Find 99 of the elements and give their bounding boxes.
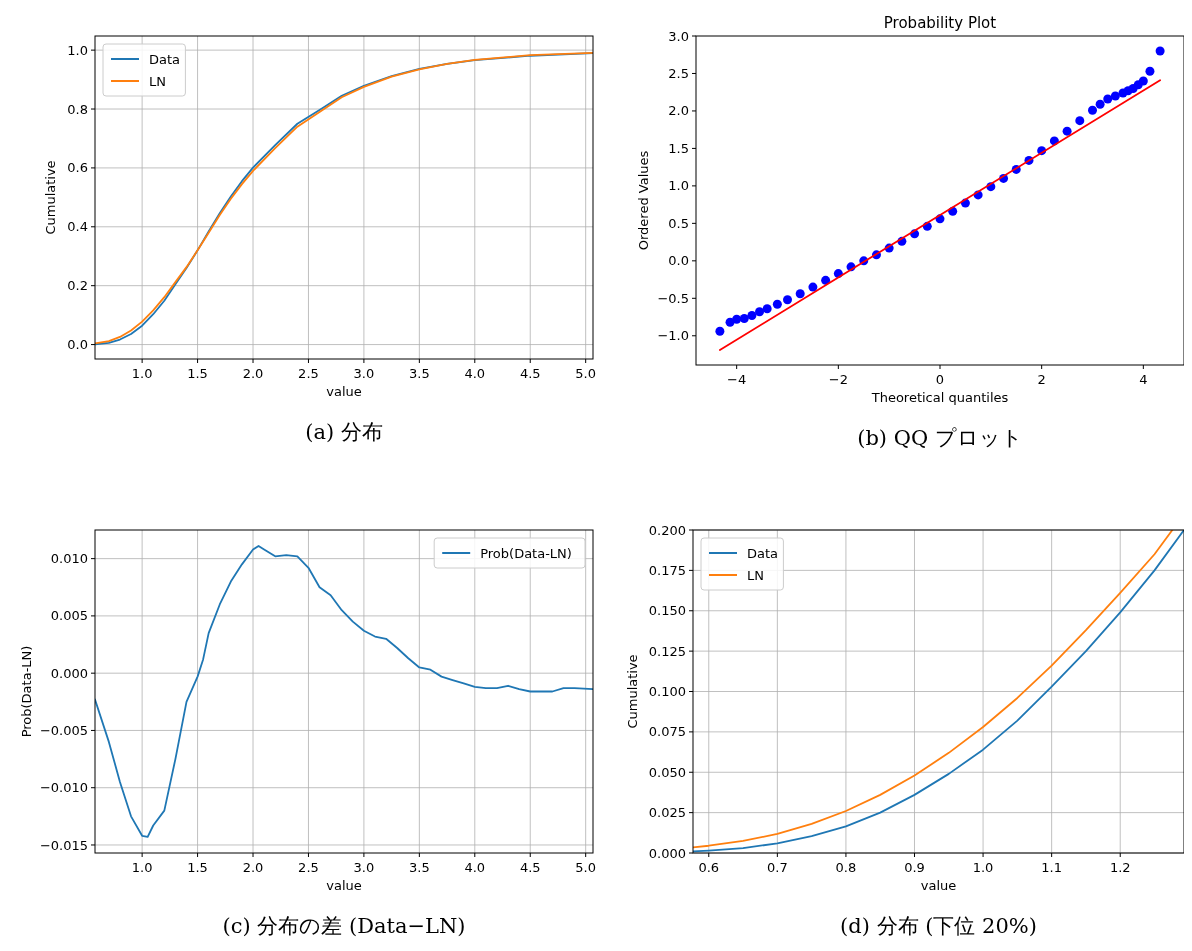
x-tick-label: 2 <box>1037 372 1046 387</box>
y-tick-label: 0.8 <box>67 101 88 117</box>
point <box>1110 91 1120 101</box>
point <box>1138 76 1148 86</box>
x-tick-label: 0 <box>935 372 945 387</box>
y-tick-label: 0.0 <box>67 337 88 353</box>
x-tick-label: 4 <box>1139 372 1148 387</box>
y-tick-label: 0.075 <box>648 724 686 740</box>
y-tick-label: 0.175 <box>648 562 686 578</box>
y-tick-label: 0.5 <box>668 215 689 231</box>
point <box>732 314 742 324</box>
x-tick-label: 4.0 <box>464 860 486 875</box>
x-tick-label: 1.0 <box>131 366 153 381</box>
legend-label: Data <box>747 545 779 561</box>
y-tick-label: 1.0 <box>67 42 88 58</box>
y-tick-label: −0.5 <box>657 290 689 306</box>
y-tick-label: 0.005 <box>50 608 88 624</box>
x-tick-label: −2 <box>828 372 848 387</box>
y-tick-label: 0.0 <box>668 253 689 269</box>
x-tick-label: 0.8 <box>835 860 857 875</box>
y-tick-label: 0.050 <box>648 764 686 780</box>
point <box>1095 99 1105 109</box>
y-tick-label: 0.010 <box>50 551 88 567</box>
y-tick-label: −0.015 <box>39 837 88 853</box>
x-tick-label: 4.0 <box>464 366 486 381</box>
legend-label: LN <box>149 73 166 89</box>
point <box>747 311 757 321</box>
legend-label: Prob(Data-LN) <box>480 545 572 561</box>
point <box>1145 66 1155 76</box>
point <box>808 282 818 292</box>
point <box>715 326 725 336</box>
text: (b) QQ プロット <box>857 426 1023 450</box>
point <box>1103 94 1113 104</box>
y-tick-label: 0.2 <box>67 278 88 294</box>
y-tick-label: 1.5 <box>668 140 689 156</box>
x-tick-label: 3.5 <box>409 860 430 875</box>
x-tick-label: 5.0 <box>575 366 597 381</box>
x-tick-label: 3.0 <box>353 366 375 381</box>
y-tick-label: 0.125 <box>648 643 686 659</box>
x-tick-label: 3.5 <box>409 366 430 381</box>
y-axis-title: Ordered Values <box>636 150 651 251</box>
point <box>795 289 805 299</box>
y-tick-label: 0.6 <box>67 160 88 176</box>
point <box>1088 105 1097 115</box>
x-tick-label: 2.5 <box>298 366 319 381</box>
x-tick-label: 1.2 <box>1109 860 1131 875</box>
text: (d) 分布 (下位 20%) <box>840 914 1037 938</box>
y-tick-label: 0.000 <box>648 845 686 861</box>
text: (a) 分布 <box>305 420 383 444</box>
y-axis-title: Prob(Data-LN) <box>19 645 34 738</box>
x-tick-label: 2.0 <box>242 366 264 381</box>
y-tick-label: 0.4 <box>67 219 88 235</box>
x-tick-label: 4.5 <box>519 366 541 381</box>
y-tick-label: 0.025 <box>648 805 686 821</box>
text: (c) 分布の差 (Data−LN) <box>222 914 466 938</box>
y-axis-title: Cumulative <box>625 654 640 729</box>
x-tick-label: 0.7 <box>767 860 788 875</box>
y-tick-label: −0.010 <box>39 780 88 796</box>
point <box>772 299 782 309</box>
y-tick-label: 1.0 <box>668 178 689 194</box>
x-tick-label: 4.5 <box>519 860 541 875</box>
point <box>1062 126 1072 136</box>
y-tick-label: 2.0 <box>668 103 689 119</box>
x-axis-title: value <box>326 878 362 893</box>
y-axis-title: Cumulative <box>43 160 58 235</box>
x-tick-label: 1.1 <box>1041 860 1062 875</box>
x-axis-title: value <box>326 384 362 399</box>
point <box>821 275 831 285</box>
x-tick-label: 3.0 <box>353 860 375 875</box>
y-tick-label: −0.005 <box>39 722 88 738</box>
point <box>783 295 792 305</box>
chart-title: Probability Plot <box>883 14 997 32</box>
x-axis-title: value <box>920 878 957 893</box>
y-tick-label: 2.5 <box>668 66 689 82</box>
y-tick-label: 0.100 <box>648 684 686 700</box>
x-tick-label: 0.6 <box>698 860 720 875</box>
legend-label: Data <box>149 51 181 67</box>
line-series <box>95 545 593 838</box>
point <box>739 314 749 324</box>
x-tick-label: 1.5 <box>187 366 208 381</box>
y-tick-label: −1.0 <box>657 328 689 344</box>
y-tick-label: 0.150 <box>648 603 686 619</box>
point <box>755 307 765 317</box>
x-axis-title: Theoretical quantiles <box>870 390 1009 405</box>
x-tick-label: 2.0 <box>242 860 264 875</box>
point <box>1075 116 1085 126</box>
x-tick-label: 5.0 <box>575 860 597 875</box>
x-tick-label: 1.0 <box>131 860 153 875</box>
point <box>1155 46 1165 56</box>
x-tick-label: 1.5 <box>187 860 208 875</box>
legend-label: LN <box>747 567 764 583</box>
y-tick-label: 0.200 <box>648 522 686 538</box>
x-tick-label: 0.9 <box>904 860 925 875</box>
y-tick-label: 3.0 <box>668 28 689 44</box>
point <box>762 304 772 314</box>
x-tick-label: 2.5 <box>298 860 319 875</box>
y-tick-label: 0.000 <box>50 665 88 681</box>
x-tick-label: −4 <box>727 372 747 387</box>
x-tick-label: 1.0 <box>972 860 994 875</box>
